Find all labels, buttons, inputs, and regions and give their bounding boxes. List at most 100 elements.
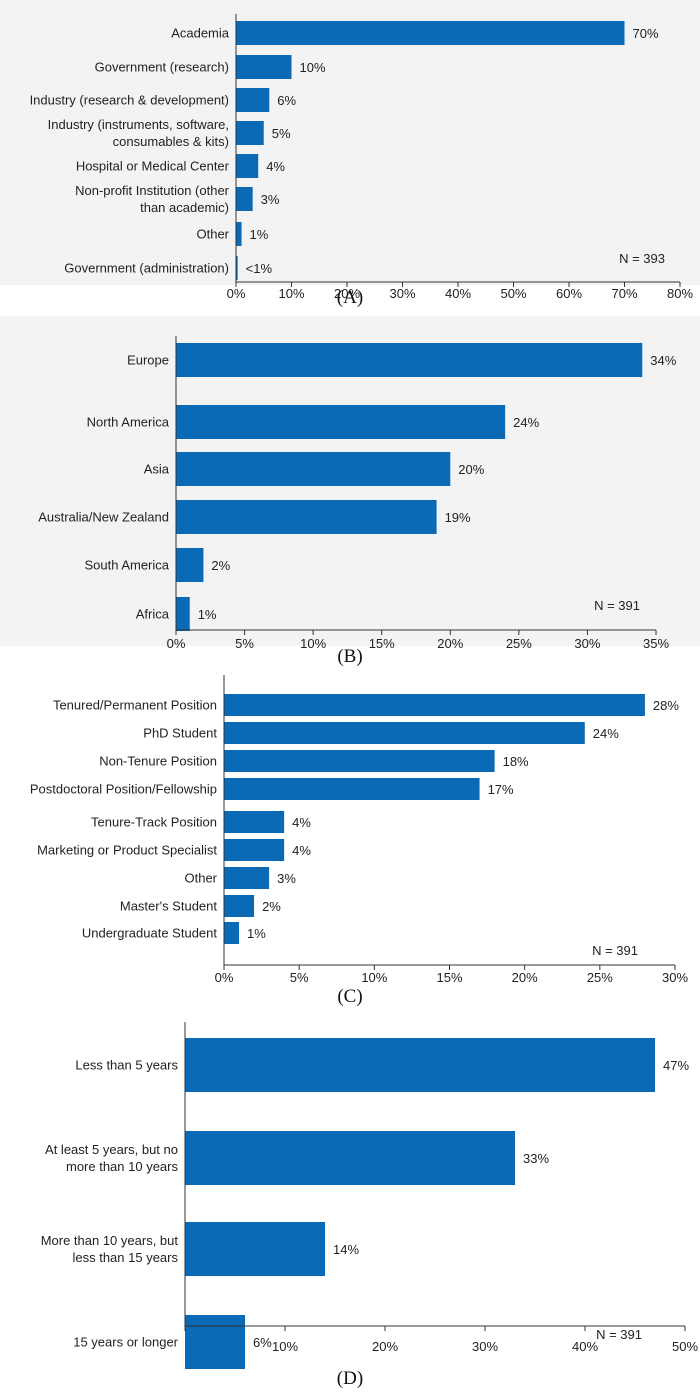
chart-a-category-label: Industry (research & development) [30, 93, 229, 108]
chart-a-bar [236, 154, 259, 178]
chart-a-value-label: 1% [250, 227, 269, 242]
chart-b-bar [176, 597, 190, 631]
chart-d-x-tick-label: 10% [272, 1339, 298, 1354]
chart-d-x-tick-label: 30% [472, 1339, 498, 1354]
chart-a-bar [236, 88, 270, 112]
chart-c-category-label: PhD Student [143, 726, 217, 741]
chart-a-x-tick-label: 10% [278, 286, 304, 301]
chart-d-x-tick-label: 50% [672, 1339, 698, 1354]
chart-a-value-label: 10% [300, 60, 326, 75]
panel-label-b: (B) [337, 646, 363, 667]
chart-d-value-label: 33% [523, 1151, 549, 1166]
chart-d-category-label: Less than 5 years [75, 1058, 178, 1073]
chart-a-x-tick-label: 0% [227, 286, 246, 301]
chart-c-bar [224, 895, 255, 917]
chart-a-x-tick-label: 20% [334, 286, 360, 301]
chart-d-bar [185, 1315, 245, 1369]
chart-c-x-tick-label: 15% [436, 970, 462, 985]
chart-d-category-label: more than 10 years [66, 1159, 179, 1174]
chart-a-category-label: Hospital or Medical Center [76, 159, 230, 174]
chart-b-x-tick-label: 15% [369, 636, 395, 651]
chart-a-category-label: Non-profit Institution (other [75, 183, 230, 198]
chart-c-sample-size: N = 391 [592, 943, 638, 958]
chart-a-x-tick-label: 60% [556, 286, 582, 301]
chart-a-sample-size: N = 393 [619, 251, 665, 266]
chart-b-category-label: Europe [127, 353, 169, 368]
chart-c-bar [224, 722, 585, 744]
chart-b-category-label: North America [87, 415, 170, 430]
chart-d-value-label: 14% [333, 1242, 359, 1257]
chart-c-bar [224, 811, 285, 833]
chart-c-category-label: Postdoctoral Position/Fellowship [30, 782, 217, 797]
chart-c-value-label: 4% [292, 843, 311, 858]
chart-b-bar [176, 405, 506, 439]
chart-a-bar [236, 222, 242, 246]
chart-c-x-tick-label: 20% [512, 970, 538, 985]
chart-a-category-label: Industry (instruments, software, [48, 117, 229, 132]
chart-b-x-tick-label: 5% [235, 636, 254, 651]
chart-a-bar [236, 21, 625, 45]
chart-b-x-tick-label: 35% [643, 636, 669, 651]
chart-b-category-label: Africa [136, 607, 170, 622]
chart-c-bar [224, 778, 480, 800]
chart-b-value-label: 19% [445, 510, 471, 525]
chart-b-category-label: Australia/New Zealand [38, 510, 169, 525]
chart-a: 0% 10% 20% 30% 40% 50% 60% 70% 80% Academia Govern… [30, 14, 693, 301]
chart-a-value-label: <1% [246, 261, 273, 276]
chart-d-value-label: 47% [663, 1058, 689, 1073]
chart-c-value-label: 17% [488, 782, 514, 797]
chart-a-bar [236, 256, 238, 280]
chart-c-bar [224, 839, 285, 861]
chart-a-value-label: 4% [266, 159, 285, 174]
chart-a-bar [236, 187, 253, 211]
chart-a-value-label: 5% [272, 126, 291, 141]
chart-a-background [0, 0, 700, 285]
chart-c-category-label: Non-Tenure Position [99, 754, 217, 769]
chart-c-x-tick-label: 30% [662, 970, 688, 985]
chart-d-x-tick-label: 40% [572, 1339, 598, 1354]
chart-a-x-tick-label: 30% [389, 286, 415, 301]
chart-c-value-label: 2% [262, 899, 281, 914]
chart-c: 0% 5% 10% 15% 20% 25% 30% Tenured/Permanent Pos… [30, 675, 688, 985]
chart-b-bar [176, 500, 437, 534]
chart-c-category-label: Master's Student [120, 899, 218, 914]
chart-c-value-label: 28% [653, 698, 679, 713]
chart-c-x-tick-label: 25% [587, 970, 613, 985]
chart-a-x-tick-label: 80% [667, 286, 693, 301]
chart-c-value-label: 1% [247, 926, 266, 941]
panel-label-a: (A) [336, 287, 364, 308]
chart-c-value-label: 24% [593, 726, 619, 741]
chart-b-x-tick-label: 10% [300, 636, 326, 651]
chart-a-category-label: Other [196, 227, 229, 242]
chart-c-x-tick-label: 0% [215, 970, 234, 985]
chart-c-value-label: 18% [503, 754, 529, 769]
chart-d-value-label: 6% [253, 1335, 272, 1350]
chart-c-bar [224, 694, 645, 716]
chart-b: 0% 5% 10% 15% 20% 25% 30% 35% Europe North Americ… [38, 336, 677, 651]
chart-a-bar [236, 55, 292, 79]
chart-c-category-label: Undergraduate Student [82, 926, 218, 941]
chart-b-bar [176, 548, 204, 582]
chart-c-x-tick-label: 5% [290, 970, 309, 985]
chart-d-category-label: less than 15 years [72, 1250, 178, 1265]
chart-a-value-label: 70% [633, 26, 659, 41]
chart-b-value-label: 2% [211, 558, 230, 573]
chart-b-sample-size: N = 391 [594, 598, 640, 613]
chart-b-x-tick-label: 0% [167, 636, 186, 651]
chart-a-category-label: consumables & kits) [113, 134, 229, 149]
chart-b-value-label: 1% [198, 607, 217, 622]
chart-b-category-label: South America [84, 558, 169, 573]
chart-d-sample-size: N = 391 [596, 1327, 642, 1342]
chart-a-bar [236, 121, 264, 145]
chart-a-x-tick-label: 40% [445, 286, 471, 301]
chart-a-category-label: than academic) [140, 200, 229, 215]
chart-d-category-label: More than 10 years, but [41, 1233, 179, 1248]
chart-d-category-label: 15 years or longer [73, 1335, 178, 1350]
chart-b-value-label: 20% [458, 462, 484, 477]
chart-b-value-label: 24% [513, 415, 539, 430]
chart-d-bar [185, 1222, 325, 1276]
chart-c-category-label: Tenured/Permanent Position [53, 698, 217, 713]
chart-c-category-label: Tenure-Track Position [91, 815, 217, 830]
chart-a-x-tick-label: 70% [611, 286, 637, 301]
chart-a-value-label: 3% [261, 192, 280, 207]
